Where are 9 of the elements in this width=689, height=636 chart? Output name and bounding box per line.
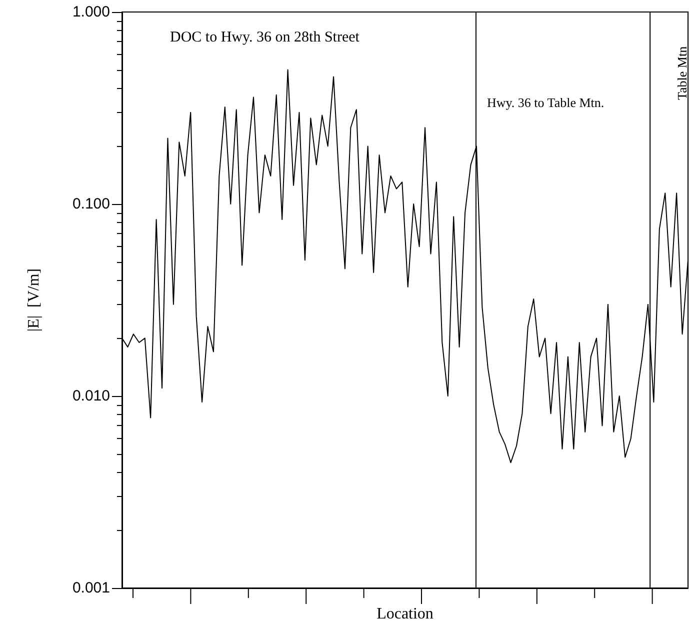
y-tick-label: 0.100 bbox=[72, 196, 110, 212]
y-tick-label: 1.000 bbox=[72, 4, 110, 20]
annotation: DOC to Hwy. 36 on 28th Street bbox=[170, 30, 360, 46]
x-axis-title: Location bbox=[376, 606, 434, 622]
y-tick-label: 0.010 bbox=[72, 388, 110, 404]
y-tick-label: 0.001 bbox=[72, 580, 110, 596]
annotation: Table Mtn bbox=[674, 46, 689, 100]
y-axis-title: |E| [V/m] bbox=[26, 268, 42, 332]
annotation: Hwy. 36 to Table Mtn. bbox=[487, 95, 604, 110]
